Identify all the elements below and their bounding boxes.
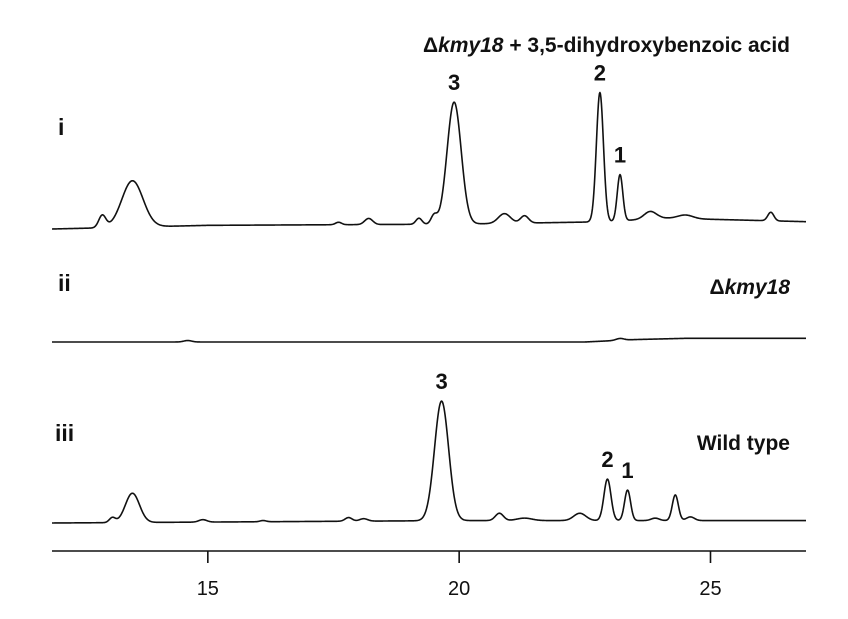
- trace-label-i: i: [58, 114, 64, 140]
- traces-layer: [51, 91, 807, 524]
- condition-label-ii: Δkmy18: [710, 276, 791, 299]
- delta-symbol: Δ: [710, 276, 725, 299]
- peak-label-iii-1: 1: [621, 458, 633, 483]
- condition-text: Wild type: [697, 432, 790, 455]
- trace-i: [51, 91, 807, 230]
- x-axis: 15 20 25: [52, 550, 806, 600]
- x-tick-label-15: 15: [197, 578, 219, 600]
- delta-symbol: Δ: [423, 34, 438, 57]
- peak-label-iii-3: 3: [435, 369, 447, 394]
- peak-label-i-2: 2: [594, 61, 606, 86]
- x-tick-label-25: 25: [699, 578, 721, 600]
- trace-ii: [51, 337, 807, 343]
- trace-label-ii: ii: [58, 270, 71, 296]
- condition-text: + 3,5-dihydroxybenzoic acid: [503, 34, 790, 57]
- trace-label-iii: iii: [55, 420, 74, 446]
- condition-label-i: Δkmy18 + 3,5-dihydroxybenzoic acid: [423, 34, 790, 57]
- gene-name: kmy18: [725, 276, 791, 299]
- peak-label-i-1: 1: [614, 143, 626, 168]
- condition-label-iii: Wild type: [697, 432, 790, 455]
- gene-name: kmy18: [438, 34, 504, 57]
- peak-label-iii-2: 2: [601, 447, 613, 472]
- x-tick-label-20: 20: [448, 578, 470, 600]
- trace-iii: [51, 400, 807, 524]
- peak-label-i-3: 3: [448, 70, 460, 95]
